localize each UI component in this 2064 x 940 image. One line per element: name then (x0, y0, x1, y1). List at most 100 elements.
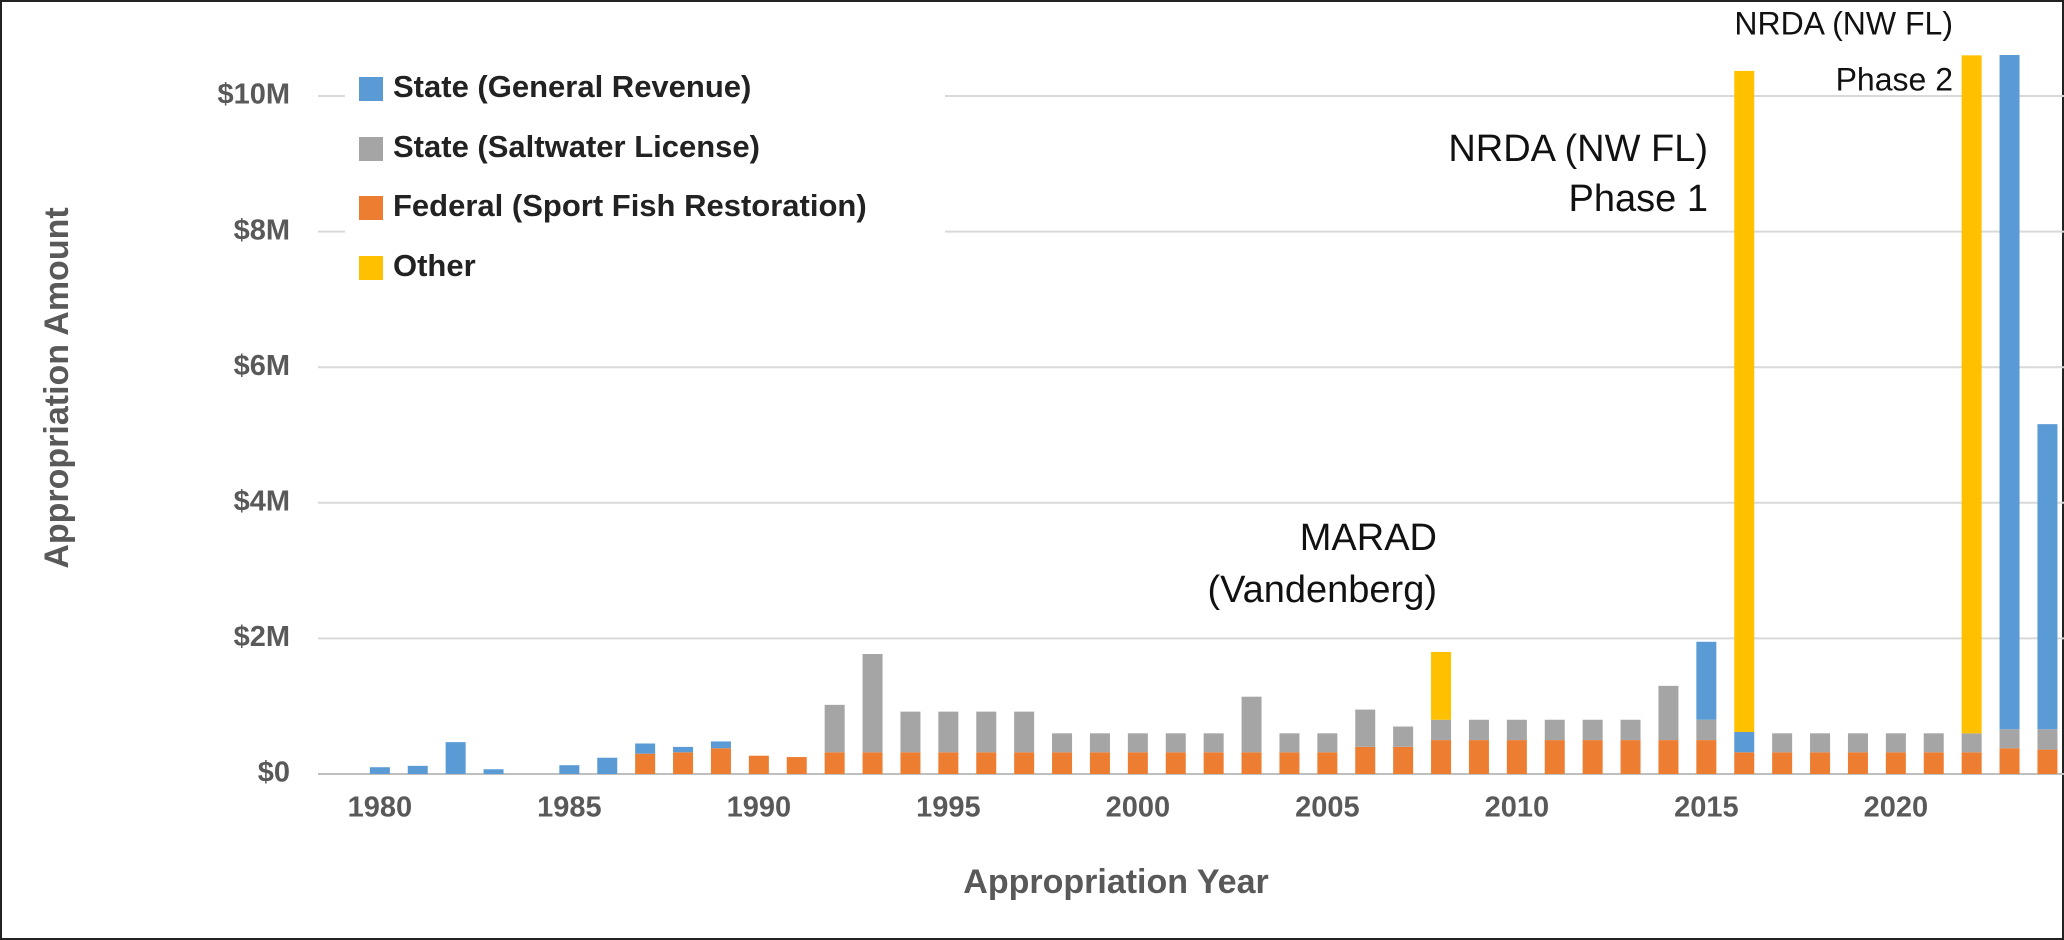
bar-segment (900, 752, 921, 774)
bar-segment (1885, 752, 1906, 774)
bar-segment (1544, 719, 1565, 741)
bar-segment (2037, 749, 2058, 774)
bar-segment (1393, 746, 1414, 774)
bar-segment (1468, 719, 1489, 741)
annotation: (Vandenberg) (1207, 569, 1437, 611)
bar-segment (824, 704, 845, 753)
annotation: NRDA (NW FL) (1734, 5, 1953, 41)
bar-segment (1203, 733, 1224, 753)
bar-segment (862, 752, 883, 774)
x-tick-label: 2015 (1674, 792, 1739, 824)
bar-segment (1317, 752, 1338, 774)
bar-segment (407, 765, 428, 774)
bar-segment (1620, 719, 1641, 741)
bar-segment (1696, 740, 1717, 774)
bar-segment (1052, 752, 1073, 774)
bar-segment (1999, 729, 2020, 749)
x-tick-label: 2005 (1295, 792, 1360, 824)
bar-segment (1279, 733, 1300, 753)
bar-segment (1582, 740, 1603, 774)
bar-segment (1506, 740, 1527, 774)
bar-segment (1127, 752, 1148, 774)
bar-segment (1961, 752, 1982, 774)
legend-label: Federal (Sport Fish Restoration) (393, 188, 867, 223)
legend-label: State (Saltwater License) (393, 129, 760, 164)
bar-segment (1734, 731, 1755, 753)
x-tick-label: 1995 (916, 792, 981, 824)
bar-segment (1014, 711, 1035, 753)
bar-segment (786, 757, 807, 774)
bar-segment (559, 765, 580, 774)
x-tick-label: 2020 (1864, 792, 1929, 824)
bar-segment (710, 748, 731, 774)
bar-segment (1431, 740, 1452, 774)
bar-segment (1355, 746, 1376, 774)
bar-segment (1696, 719, 1717, 741)
bar-segment (369, 767, 390, 774)
bar-segment (1014, 752, 1035, 774)
bar-segment (862, 653, 883, 753)
bar-segment (635, 743, 656, 754)
bar-segment (1052, 733, 1073, 753)
bar-segment (976, 711, 997, 753)
bar-segment (1772, 752, 1793, 774)
annotation: Phase 1 (1569, 178, 1708, 220)
bar-segment (1620, 740, 1641, 774)
legend-swatch (359, 256, 383, 280)
bar-segment (900, 711, 921, 753)
bar-segment (1999, 748, 2020, 774)
bar-segment (1658, 685, 1679, 741)
bar-segment (1961, 733, 1982, 753)
bar-segment (1431, 651, 1452, 720)
y-tick-label: $10M (217, 79, 290, 111)
bar-segment (445, 742, 466, 774)
legend-label: State (General Revenue) (393, 69, 751, 104)
bar-segment (1696, 641, 1717, 720)
bar-segment (673, 752, 694, 774)
bar-segment (1506, 719, 1527, 741)
legend-swatch (359, 196, 383, 220)
bar-segment (1393, 726, 1414, 747)
x-axis-title: Appropriation Year (963, 863, 1268, 901)
bar-segment (1810, 733, 1831, 753)
x-tick-label: 2000 (1106, 792, 1171, 824)
bar-segment (1810, 752, 1831, 774)
bar-segment (597, 757, 618, 774)
legend-label: Other (393, 248, 476, 283)
y-tick-label: $4M (234, 485, 290, 517)
bar-segment (1127, 733, 1148, 753)
bar-segment (2037, 424, 2058, 730)
bar-segment (1203, 752, 1224, 774)
y-tick-label: $6M (234, 350, 290, 382)
bar-segment (673, 746, 694, 753)
x-tick-label: 1985 (537, 792, 602, 824)
bar-segment (1317, 733, 1338, 753)
bar-segment (938, 711, 959, 753)
x-tick-label: 2010 (1485, 792, 1550, 824)
bar-segment (1885, 733, 1906, 753)
annotation: Phase 2 (1836, 61, 1953, 97)
y-tick-label: $0 (258, 757, 290, 789)
bar-segment (710, 741, 731, 749)
bar-segment (1734, 752, 1755, 774)
bar-segment (1582, 719, 1603, 741)
bar-segment (1544, 740, 1565, 774)
legend-box (345, 58, 945, 290)
legend-swatch (359, 77, 383, 101)
bar-segment (1658, 740, 1679, 774)
bar-segment (1355, 709, 1376, 747)
y-tick-label: $8M (234, 214, 290, 246)
bar-segment (1165, 752, 1186, 774)
bar-segment (1279, 752, 1300, 774)
y-axis-title: Appropriation Amount (38, 207, 76, 568)
legend-swatch (359, 137, 383, 161)
bar-segment (2037, 729, 2058, 750)
annotation: MARAD (1300, 517, 1437, 559)
bar-segment (824, 752, 845, 774)
bar-segment (1431, 719, 1452, 741)
bar-segment (1241, 696, 1262, 753)
bar-segment (1089, 752, 1110, 774)
bar-segment (1999, 55, 2020, 730)
